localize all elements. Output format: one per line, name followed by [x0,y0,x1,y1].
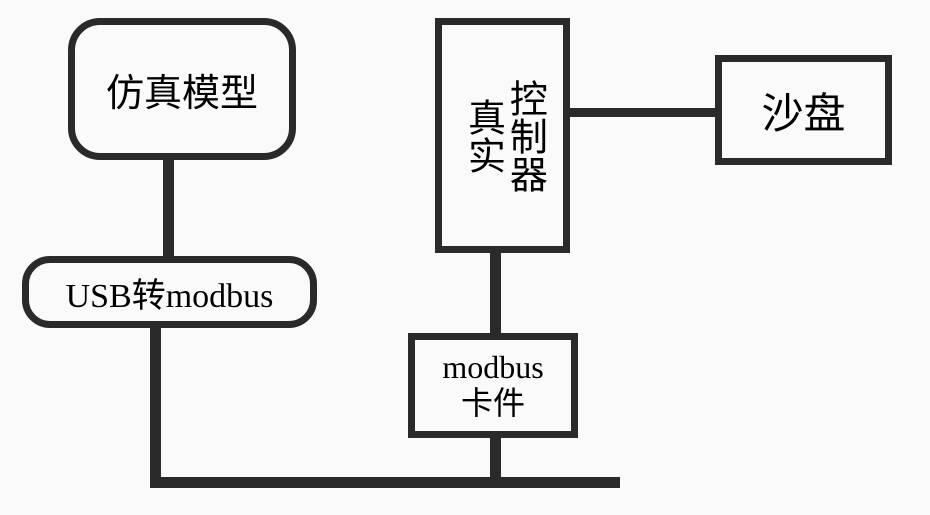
usb-modbus-label: USB转modbus [66,268,274,317]
sand-table-label: 沙盘 [761,80,845,141]
modbus-card-label-2: 卡件 [461,386,525,421]
edge-controller-to-modbus [490,250,501,336]
edge-bus-horizontal [150,477,620,488]
edge-sim-to-usb [163,160,174,260]
sand-table-node: 沙盘 [715,55,892,165]
modbus-card-node: modbus 卡件 [408,333,578,438]
controller-label-right: 控制器 [504,79,544,193]
controller-label-left: 真实 [462,98,502,174]
modbus-card-label-1: modbus [442,350,543,385]
sim-model-node: 仿真模型 [68,18,296,160]
sim-model-label: 仿真模型 [106,62,258,117]
edge-usb-to-bus [150,325,161,485]
edge-controller-to-sand [570,108,718,117]
controller-node: 真实 控制器 [435,18,570,253]
usb-modbus-node: USB转modbus [22,256,317,328]
